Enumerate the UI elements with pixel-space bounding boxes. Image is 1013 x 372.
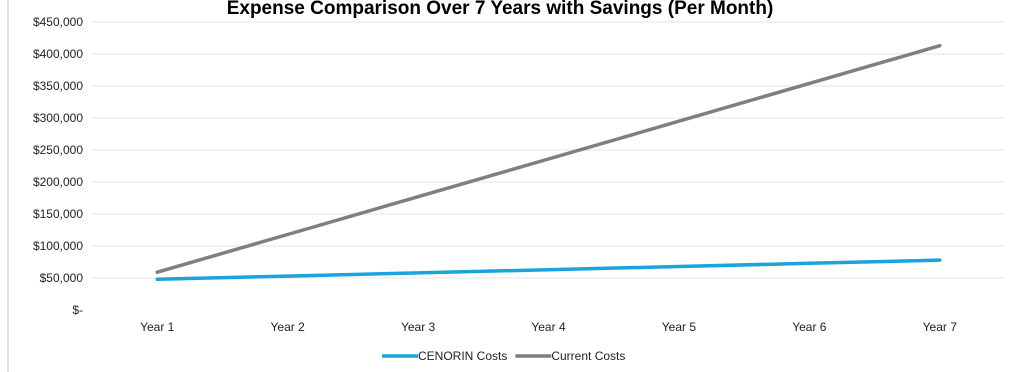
y-tick-label: $250,000 xyxy=(33,143,83,157)
y-tick-label: $100,000 xyxy=(33,239,83,253)
y-tick-label: $300,000 xyxy=(33,111,83,125)
y-tick-label: $350,000 xyxy=(33,79,83,93)
series-lines xyxy=(155,43,942,282)
y-tick-label: $450,000 xyxy=(33,15,83,29)
legend-label-0: CENORIN Costs xyxy=(418,349,507,363)
legend-label-1: Current Costs xyxy=(551,349,625,363)
x-tick-label: Year 7 xyxy=(923,320,958,334)
chart-title: Expense Comparison Over 7 Years with Sav… xyxy=(227,0,774,19)
series-line-0 xyxy=(155,258,942,282)
x-tick-label: Year 6 xyxy=(792,320,827,334)
x-tick-label: Year 4 xyxy=(531,320,566,334)
y-axis-ticks: $- $50,000 $100,000 $150,000 $200,000 $250,00… xyxy=(33,15,83,317)
y-tick-label: $150,000 xyxy=(33,207,83,221)
y-tick-label: $- xyxy=(72,303,83,317)
series-line-1 xyxy=(155,43,942,274)
y-tick-label: $50,000 xyxy=(40,271,84,285)
gridlines xyxy=(92,21,1005,279)
x-tick-label: Year 5 xyxy=(662,320,697,334)
legend: CENORIN Costs Current Costs xyxy=(382,349,625,363)
x-tick-label: Year 1 xyxy=(140,320,175,334)
y-tick-label: $400,000 xyxy=(33,47,83,61)
y-tick-label: $200,000 xyxy=(33,175,83,189)
x-axis-ticks: Year 1 Year 2 Year 3 Year 4 Year 5 Year 6 Year… xyxy=(140,320,957,334)
x-tick-label: Year 2 xyxy=(271,320,306,334)
x-tick-label: Year 3 xyxy=(401,320,436,334)
